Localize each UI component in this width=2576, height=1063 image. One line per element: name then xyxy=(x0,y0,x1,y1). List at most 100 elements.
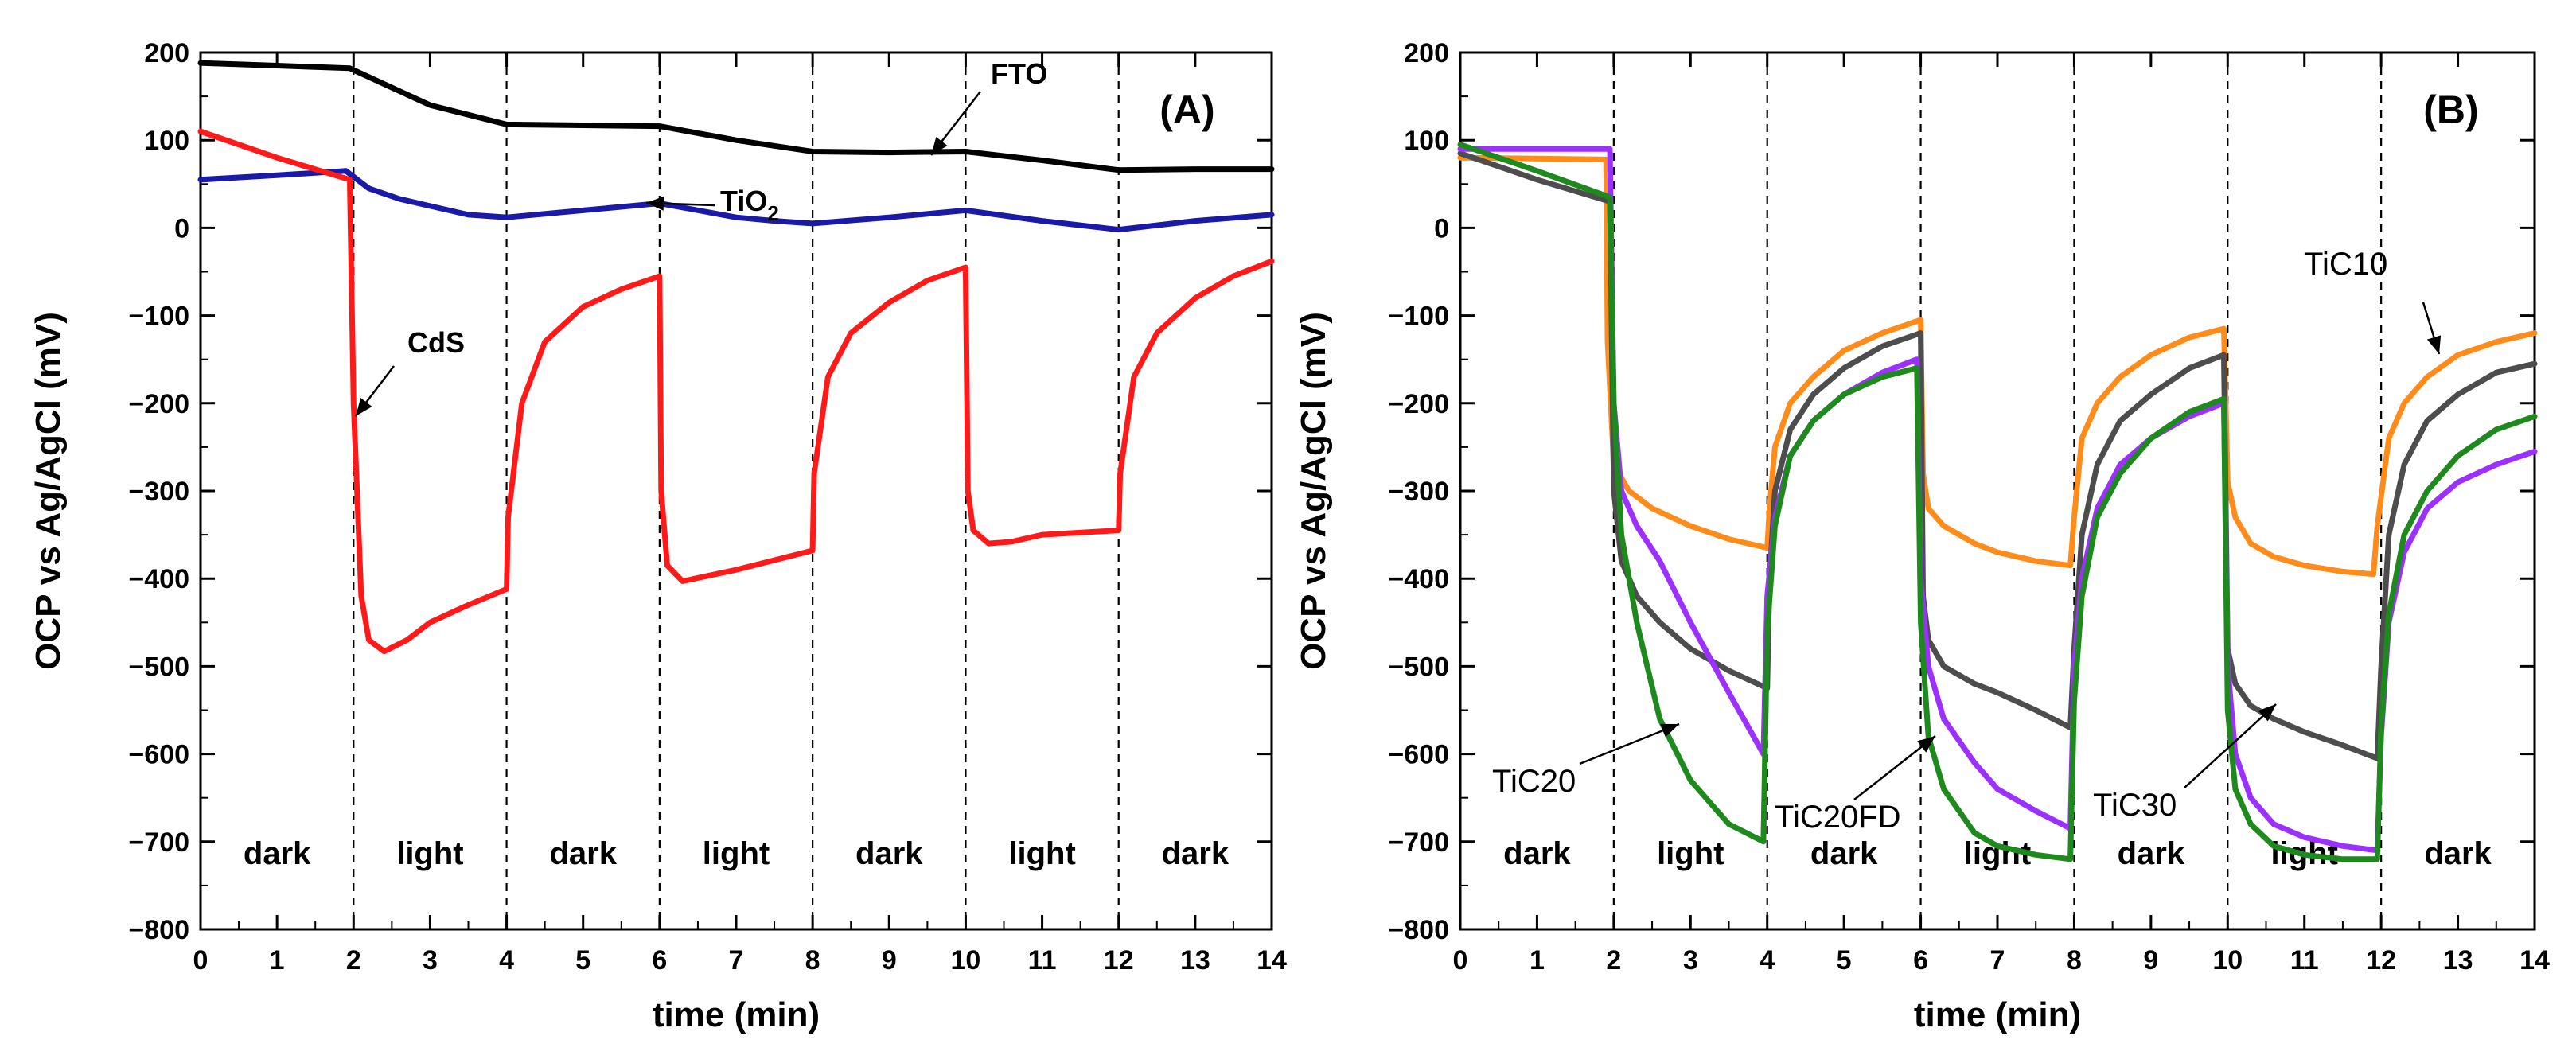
x-tick-label: 3 xyxy=(423,945,438,975)
annotation-fto: FTO xyxy=(991,57,1047,90)
x-tick-label: 5 xyxy=(1837,945,1852,975)
y-tick-label: 0 xyxy=(1434,213,1449,243)
annotation-arrow-head xyxy=(931,137,948,155)
annotation-arrow-head xyxy=(356,398,372,416)
y-tick-label: −600 xyxy=(1388,740,1449,770)
annotation-tio2: TiO2 xyxy=(720,185,779,225)
x-tick-label: 4 xyxy=(499,945,514,975)
phase-label-light: light xyxy=(1657,836,1724,871)
chart-panel-b: 0 1 2 3 4 5 6 7 8 9 10 11 12 13 142001000−100−200−300−… xyxy=(1294,38,2550,1034)
x-tick-label: 8 xyxy=(2067,945,2082,975)
x-tick-label: 10 xyxy=(951,945,981,975)
y-tick-label: 200 xyxy=(1404,38,1449,68)
y-tick-label: −200 xyxy=(128,389,189,419)
x-tick-label: 0 xyxy=(1453,945,1468,975)
y-tick-label: −300 xyxy=(1388,477,1449,507)
annotation-text: TiC30 xyxy=(2093,788,2177,823)
series-line-tic20fd xyxy=(1457,150,2538,761)
phase-label-light: light xyxy=(1008,836,1075,871)
annotation-tic30: TiC30 xyxy=(2093,788,2177,823)
x-tick-label: 11 xyxy=(1028,945,1057,975)
x-tick-label: 2 xyxy=(1606,945,1621,975)
y-tick-label: −800 xyxy=(1388,915,1449,945)
series-line-tic20 xyxy=(1457,142,2538,862)
x-tick-label: 1 xyxy=(1530,945,1545,975)
y-tick-label: 0 xyxy=(174,213,189,243)
annotation-tic10: TiC10 xyxy=(2304,247,2387,282)
y-tick-label: −500 xyxy=(128,652,189,682)
phase-label-light: light xyxy=(396,836,463,871)
x-tick-label: 4 xyxy=(1760,945,1775,975)
x-axis-title: time (min) xyxy=(653,995,820,1034)
phase-label-light: light xyxy=(703,836,770,871)
annotation-text: TiC20FD xyxy=(1775,800,1901,835)
y-tick-label: −800 xyxy=(128,915,189,945)
phase-label-dark: dark xyxy=(2424,836,2492,871)
y-tick-label: −400 xyxy=(1388,564,1449,594)
annotation-tic20fd: TiC20FD xyxy=(1775,800,1901,835)
y-tick-label: 100 xyxy=(144,126,189,156)
x-tick-label: 3 xyxy=(1683,945,1698,975)
annotation-cds: CdS xyxy=(407,326,465,359)
annotation-arrow-line xyxy=(2184,703,2277,788)
x-tick-label: 12 xyxy=(2366,945,2396,975)
y-tick-label: −100 xyxy=(128,302,189,332)
x-tick-label: 9 xyxy=(882,945,897,975)
annotation-arrow-head xyxy=(2258,704,2276,722)
annotation-arrow-head xyxy=(646,196,664,211)
x-tick-label: 6 xyxy=(1913,945,1928,975)
series-line-cds xyxy=(197,128,1275,655)
x-tick-label: 7 xyxy=(729,945,744,975)
x-tick-label: 10 xyxy=(2212,945,2243,975)
y-tick-label: 100 xyxy=(1404,126,1449,156)
x-axis-title: time (min) xyxy=(1914,995,2081,1034)
series-line-tic30 xyxy=(1457,146,2538,854)
annotation-text: TiC20 xyxy=(1492,764,1576,799)
phase-label-dark: dark xyxy=(549,836,617,871)
y-tick-label: −400 xyxy=(128,564,189,594)
y-tick-label: −200 xyxy=(1388,389,1449,419)
phase-label-dark: dark xyxy=(855,836,923,871)
x-tick-label: 5 xyxy=(575,945,590,975)
annotation-text: FTO xyxy=(991,57,1047,90)
phase-label-dark: dark xyxy=(244,836,311,871)
y-tick-label: −700 xyxy=(128,827,189,858)
y-tick-label: −300 xyxy=(128,477,189,507)
series-line-fto xyxy=(197,60,1275,173)
y-tick-label: −100 xyxy=(1388,302,1449,332)
x-tick-label: 13 xyxy=(1180,945,1210,975)
x-tick-label: 9 xyxy=(2143,945,2158,975)
x-tick-label: 2 xyxy=(346,945,361,975)
annotation-tic20: TiC20 xyxy=(1492,764,1576,799)
x-tick-label: 13 xyxy=(2443,945,2473,975)
annotation-arrow-head xyxy=(1917,736,1935,753)
x-tick-label: 14 xyxy=(2519,945,2550,975)
y-tick-label: −700 xyxy=(1388,827,1449,858)
y-axis-title: OCP vs Ag/AgCl (mV) xyxy=(29,312,68,670)
y-tick-label: −500 xyxy=(1388,652,1449,682)
y-tick-label: 200 xyxy=(144,38,189,68)
chart-panel-a: 0 1 2 3 4 5 6 7 8 9 10 11 12 13 142001000−100−200−300−… xyxy=(29,38,1287,1034)
annotation-arrow-head xyxy=(2426,335,2442,354)
series-line-tic10 xyxy=(1457,154,2538,578)
x-tick-label: 0 xyxy=(193,945,208,975)
y-axis-title: OCP vs Ag/AgCl (mV) xyxy=(1294,312,1333,670)
x-tick-label: 14 xyxy=(1257,945,1287,975)
annotation-subscript: 2 xyxy=(767,201,778,225)
x-tick-label: 1 xyxy=(270,945,285,975)
x-tick-label: 12 xyxy=(1104,945,1134,975)
x-tick-label: 7 xyxy=(1990,945,2005,975)
annotation-text: TiO xyxy=(720,185,767,217)
y-tick-label: −600 xyxy=(128,740,189,770)
phase-label-dark: dark xyxy=(1503,836,1571,871)
panel-label: (A) xyxy=(1159,88,1214,132)
annotation-text: TiC10 xyxy=(2304,247,2387,282)
panel-label: (B) xyxy=(2423,88,2478,132)
phase-label-dark: dark xyxy=(1162,836,1230,871)
x-tick-label: 6 xyxy=(652,945,667,975)
annotation-arrow-head xyxy=(1660,723,1679,738)
phase-label-dark: dark xyxy=(1810,836,1878,871)
annotation-text: CdS xyxy=(407,326,465,359)
x-tick-label: 8 xyxy=(805,945,820,975)
